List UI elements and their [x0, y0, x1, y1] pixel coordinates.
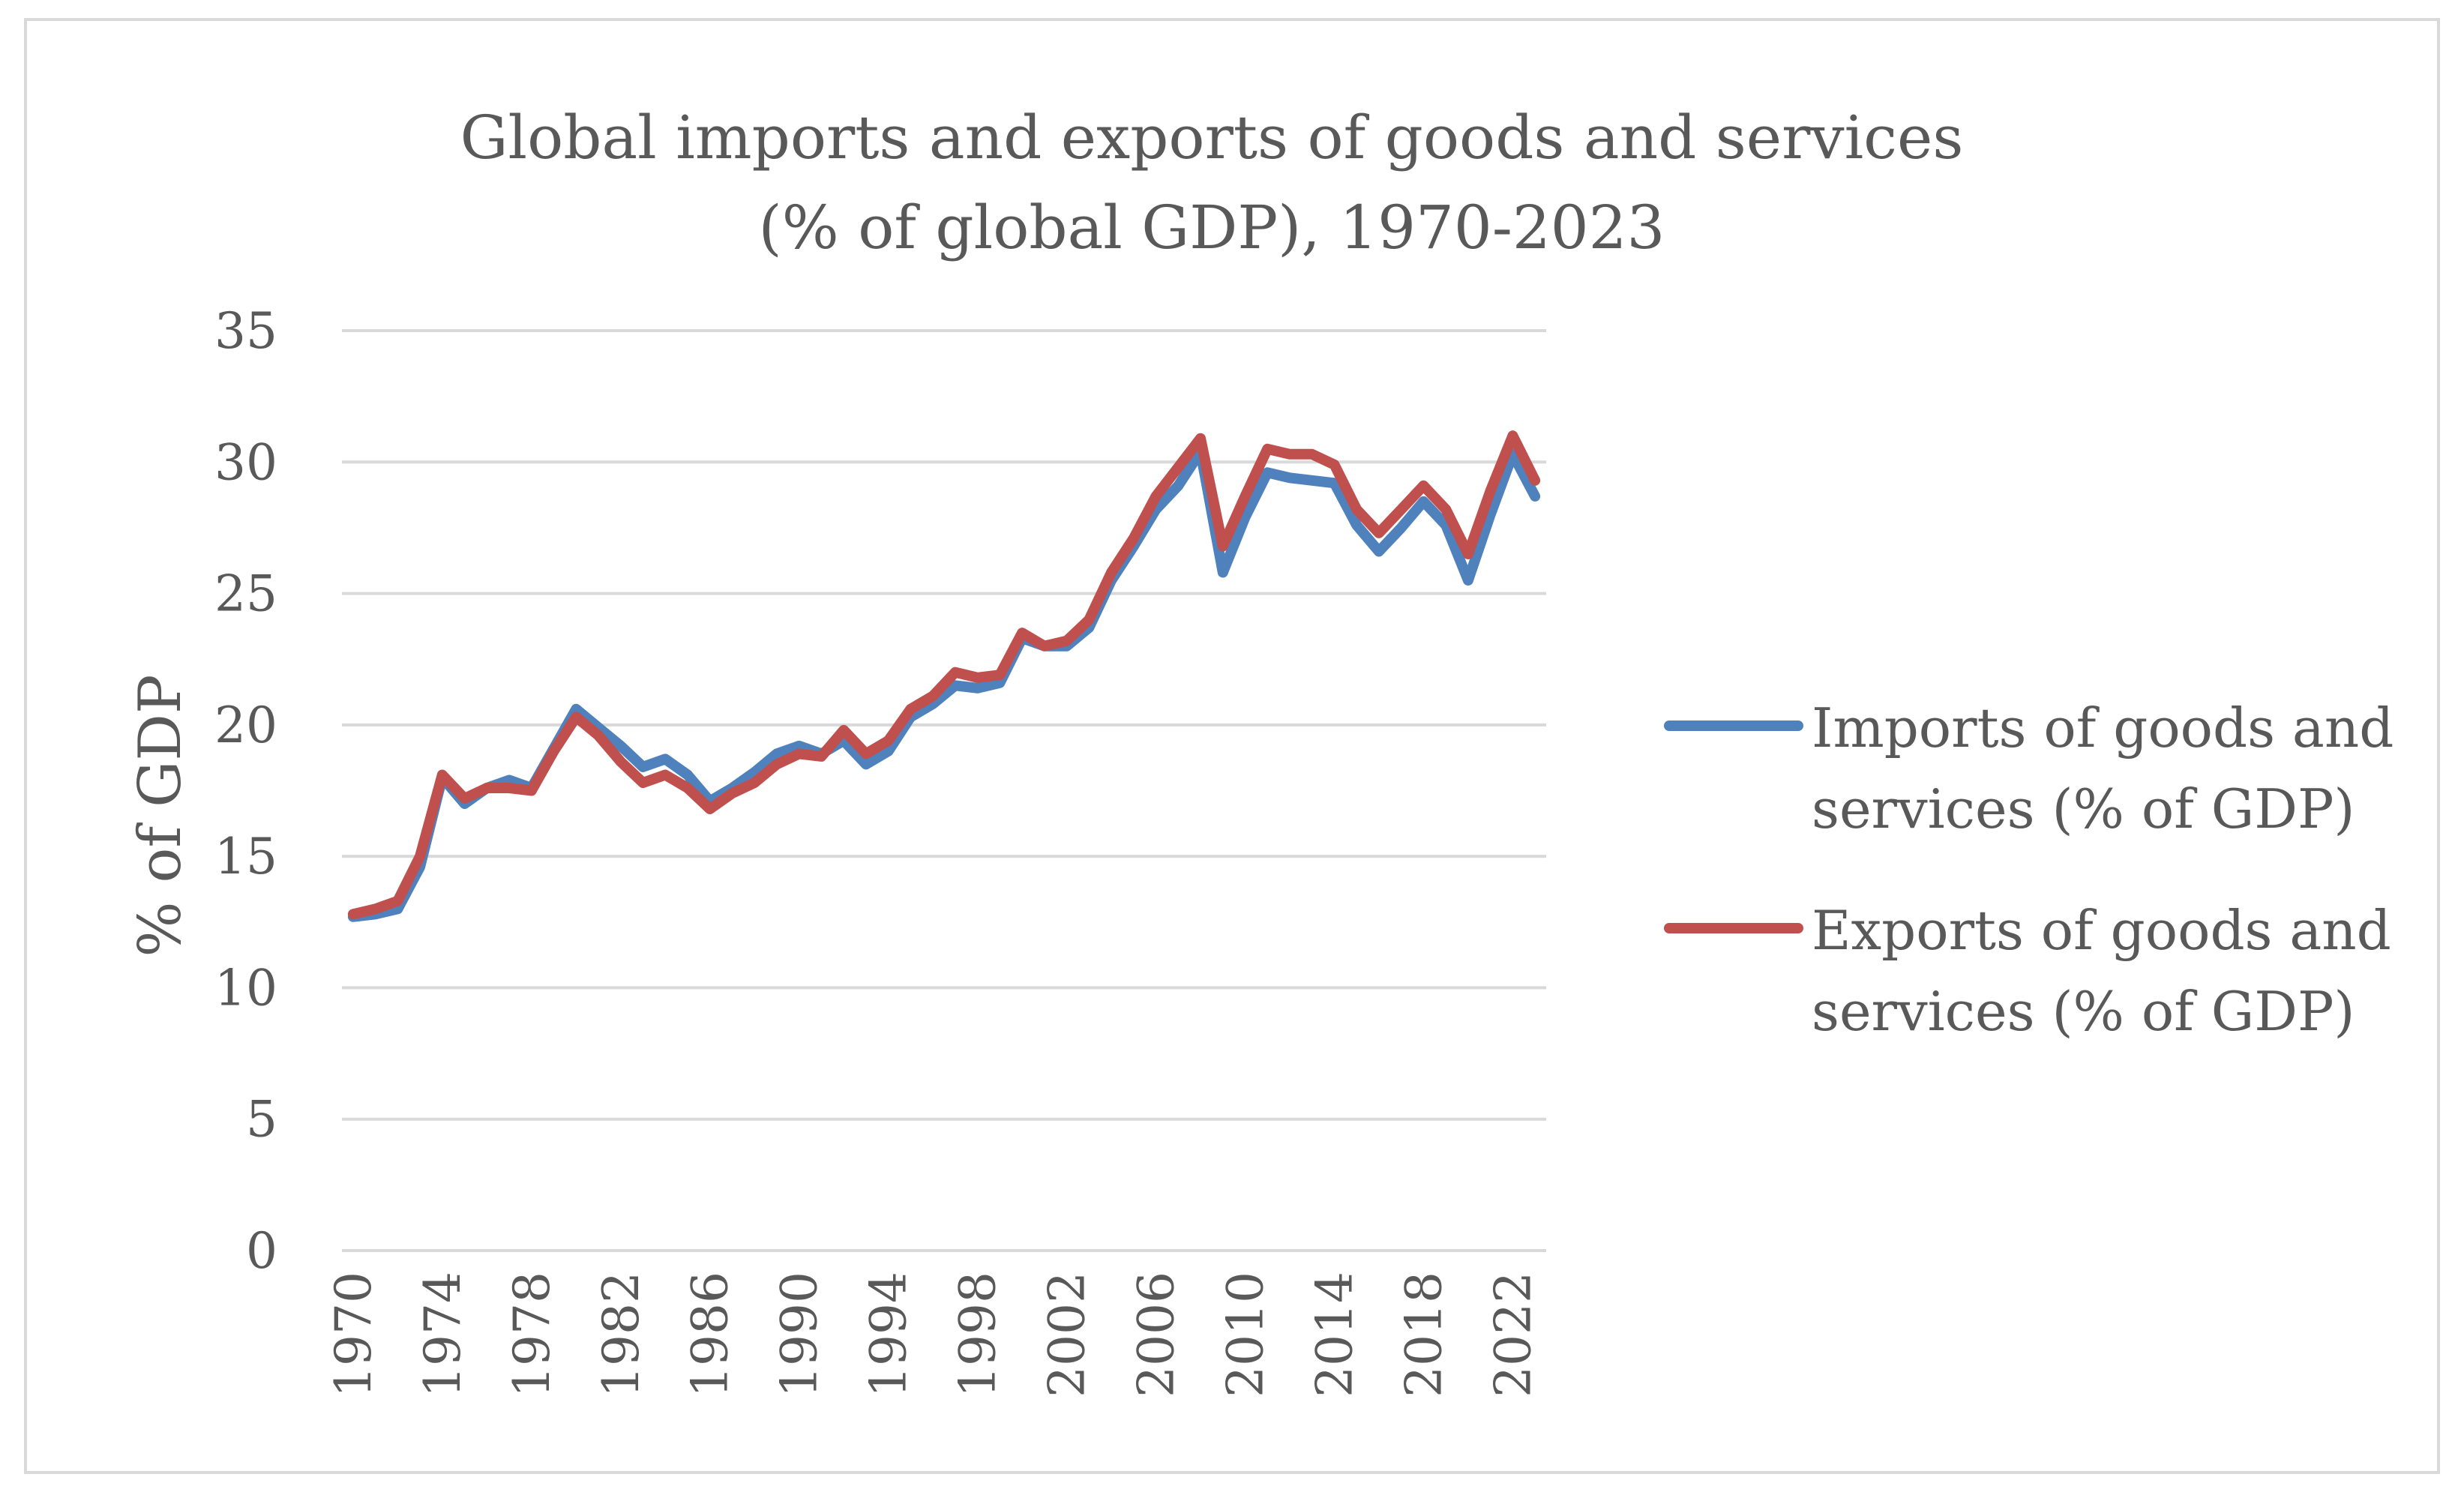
y-axis-ticks: 0 5 10 15 20 25 30 35 — [214, 302, 277, 1280]
x-tick-label: 1998 — [949, 1272, 1007, 1398]
series-line-exports — [347, 430, 1541, 920]
x-tick-label: 1970 — [325, 1272, 382, 1398]
legend-label: services (% of GDP) — [1812, 777, 2355, 840]
y-tick-label: 35 — [214, 302, 277, 360]
y-tick-label: 25 — [214, 565, 277, 623]
legend: Imports of goods and services (% of GDP) E… — [1664, 697, 2394, 1043]
x-tick-label: 2002 — [1039, 1272, 1096, 1398]
x-tick-label: 2018 — [1395, 1272, 1452, 1398]
x-tick-label: 2022 — [1484, 1272, 1542, 1398]
y-tick-label: 20 — [214, 697, 277, 754]
y-tick-label: 5 — [246, 1091, 277, 1149]
chart-frame: Global imports and exports of goods and … — [24, 18, 2440, 1474]
line-chart: Global imports and exports of goods and … — [127, 103, 2394, 1398]
x-axis-ticks: 1970 1974 1978 1982 1986 1990 1994 1998 2002 2006… — [325, 1272, 1542, 1398]
legend-label: services (% of GDP) — [1812, 980, 2355, 1043]
y-tick-label: 10 — [214, 959, 277, 1017]
x-tick-label: 1978 — [503, 1272, 561, 1398]
x-tick-label: 1974 — [414, 1272, 472, 1398]
x-tick-label: 1986 — [682, 1272, 739, 1398]
legend-label: Exports of goods and — [1812, 899, 2391, 962]
x-tick-label: 2006 — [1128, 1272, 1186, 1398]
legend-label: Imports of goods and — [1812, 697, 2394, 759]
gridlines — [342, 329, 1546, 1252]
x-tick-label: 1982 — [592, 1272, 650, 1398]
x-tick-label: 2010 — [1217, 1272, 1275, 1398]
x-tick-label: 2014 — [1305, 1272, 1363, 1398]
x-tick-label: 1994 — [860, 1272, 918, 1398]
x-tick-label: 1990 — [771, 1272, 829, 1398]
chart-title: Global imports and exports of goods and … — [460, 103, 1964, 172]
y-tick-label: 30 — [214, 433, 277, 491]
y-axis-label: % of GDP — [127, 675, 194, 957]
series-lines — [347, 430, 1541, 922]
y-tick-label: 0 — [246, 1222, 277, 1280]
chart-subtitle: (% of global GDP), 1970-2023 — [759, 193, 1665, 262]
y-tick-label: 15 — [214, 828, 277, 885]
